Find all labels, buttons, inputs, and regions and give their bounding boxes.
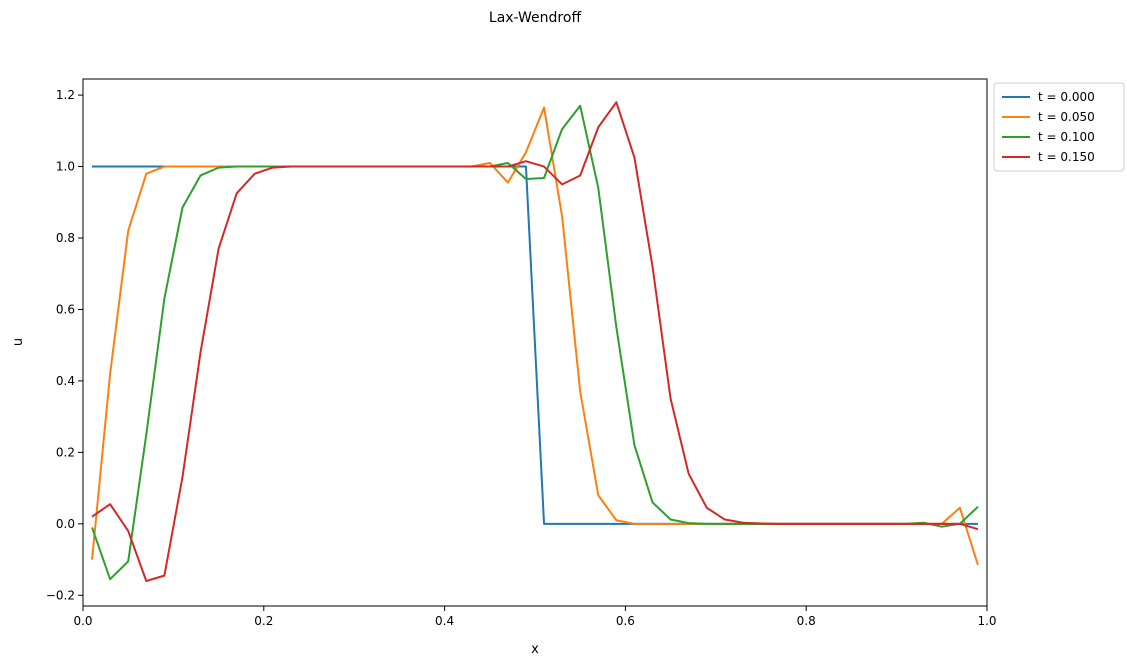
chart-title: Lax-Wendroff: [489, 10, 582, 26]
x-tick-label: 0.8: [797, 614, 816, 628]
legend-label: t = 0.000: [1038, 90, 1095, 104]
x-tick-label: 1.0: [977, 614, 996, 628]
y-tick-label: 0.8: [56, 231, 75, 245]
legend-box: [993, 82, 1125, 172]
y-axis-label: u: [11, 338, 26, 346]
series-line-0: [92, 165, 978, 525]
series-line-3: [91, 101, 979, 582]
plot-frame: [82, 78, 988, 607]
legend-label: t = 0.050: [1038, 110, 1095, 124]
y-tick-label: 0.6: [56, 302, 75, 316]
x-tick-label: 0.6: [616, 614, 635, 628]
legend: t = 0.000 t = 0.050 t = 0.100 t = 0.150: [993, 82, 1125, 172]
x-axis-label: x: [531, 642, 539, 657]
y-axis: −0.2 0.0 0.2 0.4 0.6 0.8 1.0 1.2: [46, 88, 83, 602]
y-tick-label: 0.0: [56, 517, 75, 531]
x-tick-label: 0.0: [73, 614, 92, 628]
y-tick-label: −0.2: [46, 588, 75, 602]
y-tick-label: 1.0: [56, 160, 75, 174]
x-tick-label: 0.2: [254, 614, 273, 628]
legend-label: t = 0.100: [1038, 130, 1095, 144]
x-tick-label: 0.4: [435, 614, 454, 628]
legend-label: t = 0.150: [1038, 150, 1095, 164]
y-tick-label: 1.2: [56, 88, 75, 102]
y-tick-label: 0.2: [56, 445, 75, 459]
y-tick-label: 0.4: [56, 374, 75, 388]
x-axis: 0.0 0.2 0.4 0.6 0.8 1.0: [73, 606, 997, 628]
